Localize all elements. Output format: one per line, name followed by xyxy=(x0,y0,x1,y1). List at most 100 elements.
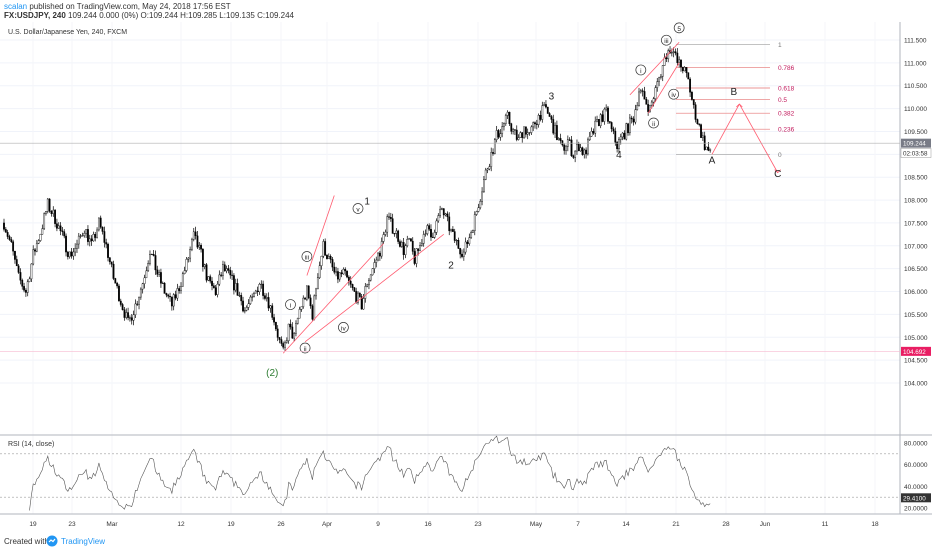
candle-body xyxy=(61,230,64,232)
candle-body xyxy=(83,233,86,236)
candle-body xyxy=(535,123,538,125)
time-tick-label: 23 xyxy=(68,521,76,528)
candle xyxy=(324,238,327,256)
symbol-label: FX:USDJPY, 240 xyxy=(4,11,66,20)
candle xyxy=(428,223,431,232)
candle-body xyxy=(382,234,385,242)
author-link[interactable]: scalan xyxy=(4,2,28,11)
tradingview-brand[interactable]: TradingView xyxy=(61,537,106,546)
candle xyxy=(683,66,686,72)
wave-circle xyxy=(285,299,296,310)
candle xyxy=(41,224,44,235)
candle xyxy=(526,128,529,140)
candle xyxy=(245,305,248,312)
ohlc-values: 109.244 0.000 (0%) O:109.244 H:109.285 L… xyxy=(68,11,294,20)
candle-body xyxy=(318,265,321,278)
candle xyxy=(459,247,462,259)
candle xyxy=(393,233,396,237)
candle xyxy=(550,114,553,123)
candle xyxy=(422,230,425,247)
candle-body xyxy=(156,269,159,275)
candle-body xyxy=(470,232,473,238)
candle-body xyxy=(85,229,88,234)
trend-drawings[interactable] xyxy=(282,42,781,354)
candle xyxy=(276,325,279,342)
candle-body xyxy=(293,333,296,339)
candle xyxy=(30,263,33,282)
candle-body xyxy=(125,312,128,318)
candle xyxy=(475,210,478,216)
candle xyxy=(707,142,710,152)
candle xyxy=(378,250,381,261)
price-chart[interactable]: U.S. Dollar/Japanese Yen, 240, FXCM 104.… xyxy=(0,22,932,532)
candle xyxy=(430,224,432,241)
candle-body xyxy=(528,132,531,134)
candle xyxy=(680,59,682,72)
candle-body xyxy=(316,277,319,290)
candle-body xyxy=(262,283,265,296)
fibonacci-retracement[interactable]: 1 0.786 0.618 0.5 0.382 0.236 0 xyxy=(676,42,795,159)
candle-body xyxy=(63,231,66,237)
candle xyxy=(545,100,547,109)
candle-body xyxy=(672,51,675,53)
candle xyxy=(253,291,255,298)
candle xyxy=(209,274,212,284)
candle-body xyxy=(234,283,237,291)
wave-label: iii xyxy=(661,34,672,46)
candle xyxy=(3,218,5,232)
candle xyxy=(329,254,332,264)
candle-body xyxy=(94,234,97,238)
time-tick-label: 14 xyxy=(622,521,630,528)
candle xyxy=(28,276,31,283)
candle xyxy=(101,226,104,235)
candle-body xyxy=(70,251,73,257)
candle-body xyxy=(692,99,695,105)
candle xyxy=(32,245,35,266)
candle-body xyxy=(74,248,77,253)
candle xyxy=(236,278,239,296)
candle xyxy=(588,132,591,141)
candle-body xyxy=(488,166,491,170)
candle-body xyxy=(114,278,117,284)
candle-body xyxy=(233,275,235,291)
candle xyxy=(534,121,536,129)
candle-body xyxy=(108,257,111,263)
candle xyxy=(492,148,494,156)
candle xyxy=(158,269,161,278)
wave-circle xyxy=(673,22,685,34)
candle-body xyxy=(360,296,363,310)
candle xyxy=(17,263,20,274)
candle xyxy=(249,294,252,305)
candle-body xyxy=(37,240,40,244)
candle xyxy=(391,213,394,234)
candle-body xyxy=(572,155,575,158)
candle-body xyxy=(674,51,677,54)
candle xyxy=(289,319,292,330)
candle xyxy=(554,122,556,139)
candle-body xyxy=(384,231,387,235)
candle-body xyxy=(45,211,47,214)
candle-body xyxy=(596,119,598,122)
candle-body xyxy=(647,104,650,112)
wave-label: i xyxy=(635,64,647,76)
candle xyxy=(119,298,122,307)
candle-body xyxy=(346,270,348,278)
candle-body xyxy=(118,285,120,302)
candle-body xyxy=(24,290,27,293)
wave-circle xyxy=(635,64,647,76)
candle-body xyxy=(174,294,177,299)
candle-body xyxy=(138,296,140,305)
fib-level-label: 0.618 xyxy=(778,86,795,93)
candle-body xyxy=(176,288,179,299)
candle-body xyxy=(231,274,233,276)
candle xyxy=(326,254,328,260)
trend-line xyxy=(629,42,680,96)
candle xyxy=(349,276,352,288)
candle-body xyxy=(607,107,609,122)
candle-body xyxy=(130,317,133,321)
candle-body xyxy=(643,91,646,100)
candle-body xyxy=(707,146,710,151)
candle-body xyxy=(34,249,36,252)
candle-body xyxy=(446,213,449,218)
wave-label: iii xyxy=(301,251,313,262)
